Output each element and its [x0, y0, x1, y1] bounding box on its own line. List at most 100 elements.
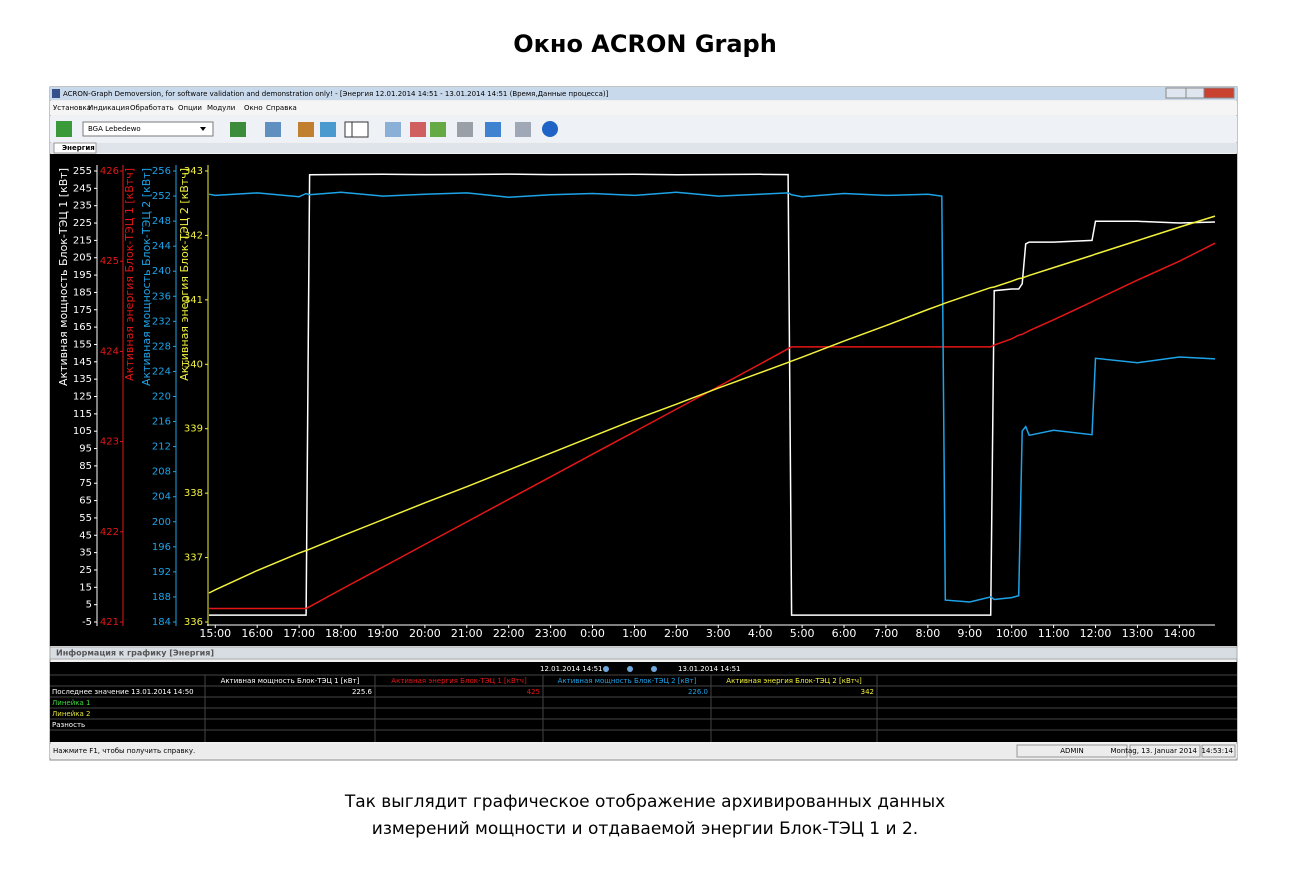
tool-icon[interactable]: [485, 122, 501, 137]
y-tick-label: -5: [82, 617, 92, 628]
tool-icon[interactable]: [515, 122, 531, 137]
y-tick-label: 155: [73, 339, 92, 350]
status-user: ADMIN: [1060, 747, 1084, 755]
axis-label: Активная мощность Блок-ТЭЦ 1 [кВт]: [57, 168, 70, 386]
y-tick-label: 244: [152, 241, 171, 252]
y-tick-label: 215: [73, 235, 92, 246]
y-tick-label: 165: [73, 322, 92, 333]
status-cell: [1129, 744, 1201, 758]
x-tick-label: 18:00: [325, 627, 357, 640]
x-tick-label: 3:00: [706, 627, 731, 640]
y-tick-label: 55: [79, 513, 92, 524]
y-tick-label: 200: [152, 517, 171, 528]
y-tick-label: 25: [79, 565, 92, 576]
y-tick-label: 35: [79, 548, 92, 559]
range-to: 13.01.2014 14:51: [678, 665, 740, 673]
row-label: Линейка 2: [52, 710, 90, 718]
series-line: [209, 242, 1216, 610]
x-tick-label: 23:00: [535, 627, 567, 640]
y-tick-label: 232: [152, 316, 171, 327]
tool-icon[interactable]: [298, 122, 314, 137]
y-tick-label: 45: [79, 530, 92, 541]
x-tick-label: 2:00: [664, 627, 689, 640]
tool-icon[interactable]: [385, 122, 401, 137]
maximize-button[interactable]: [1185, 87, 1205, 99]
y-tick-label: 342: [184, 230, 203, 241]
status-bar: [50, 744, 1237, 758]
caption: Так выглядит графическое отображение арх…: [344, 792, 945, 812]
tool-icon[interactable]: [265, 122, 281, 137]
axis-label: Активная энергия Блок-ТЭЦ 1 [кВтч]: [123, 168, 136, 381]
x-tick-label: 12:00: [1080, 627, 1112, 640]
tool-icon[interactable]: [430, 122, 446, 137]
y-tick-label: 422: [100, 527, 119, 538]
tool-icon[interactable]: [410, 122, 426, 137]
y-tick-label: 216: [152, 417, 171, 428]
project-dropdown[interactable]: [82, 121, 214, 137]
y-tick-label: 65: [79, 496, 92, 507]
nav-icon[interactable]: [651, 666, 657, 672]
tool-icon[interactable]: [351, 121, 369, 138]
title-bar: [50, 87, 1237, 100]
tool-icon[interactable]: [320, 122, 336, 137]
y-tick-label: 195: [73, 270, 92, 281]
minimize-button[interactable]: [1165, 87, 1187, 99]
y-tick-label: 105: [73, 426, 92, 437]
menu-item[interactable]: Окно: [244, 104, 263, 112]
tool-icon[interactable]: [542, 121, 558, 137]
row-label: Последнее значение 13.01.2014 14:50: [52, 688, 194, 696]
table-cell: 226.0: [688, 688, 708, 696]
x-tick-label: 7:00: [874, 627, 899, 640]
y-tick-label: 192: [152, 567, 171, 578]
x-tick-label: 22:00: [493, 627, 525, 640]
tool-icon[interactable]: [56, 121, 72, 137]
column-header: Активная мощность Блок-ТЭЦ 1 [кВт]: [221, 677, 360, 685]
y-tick-label: 338: [184, 488, 203, 499]
y-tick-label: 185: [73, 287, 92, 298]
x-tick-label: 14:00: [1164, 627, 1196, 640]
close-button[interactable]: [1203, 87, 1235, 99]
x-tick-label: 13:00: [1122, 627, 1154, 640]
status-cell: [1016, 744, 1128, 758]
nav-icon[interactable]: [603, 666, 609, 672]
tool-icon[interactable]: [230, 122, 246, 137]
axis-label: Активная мощность Блок-ТЭЦ 2 [кВт]: [140, 168, 153, 386]
status-cell: [1201, 744, 1236, 758]
range-from: 12.01.2014 14:51: [540, 665, 602, 673]
y-tick-label: 15: [79, 582, 92, 593]
y-tick-label: 240: [152, 266, 171, 277]
axis-label: Активная энергия Блок-ТЭЦ 2 [кВтч]: [178, 168, 191, 381]
caption: измерений мощности и отдаваемой энергии …: [372, 819, 918, 839]
menu-item[interactable]: Справка: [266, 104, 297, 112]
y-tick-label: 145: [73, 357, 92, 368]
menu-item[interactable]: Индикация: [88, 104, 129, 112]
nav-icon[interactable]: [627, 666, 633, 672]
y-tick-label: 135: [73, 374, 92, 385]
y-tick-label: 426: [100, 166, 119, 177]
y-tick-label: 256: [152, 166, 171, 177]
menu-item[interactable]: Модули: [207, 104, 235, 112]
y-tick-label: 224: [152, 366, 171, 377]
status-time: 14:53:14: [1202, 747, 1234, 755]
menu-item[interactable]: Установка: [53, 104, 91, 112]
page-title: Окно ACRON Graph: [513, 30, 777, 58]
y-tick-label: 220: [152, 392, 171, 403]
menu-item[interactable]: Обработать: [130, 104, 174, 112]
y-tick-label: 425: [100, 256, 119, 267]
menu-item[interactable]: Опции: [178, 104, 202, 112]
y-tick-label: 205: [73, 253, 92, 264]
y-tick-label: 341: [184, 295, 203, 306]
y-tick-label: 125: [73, 392, 92, 403]
status-date: Montag, 13. Januar 2014: [1111, 747, 1198, 755]
y-tick-label: 245: [73, 183, 92, 194]
y-tick-label: 337: [184, 553, 203, 564]
tool-icon[interactable]: [457, 122, 473, 137]
column-header: Активная мощность Блок-ТЭЦ 2 [кВт]: [558, 677, 697, 685]
series-line: [208, 191, 1216, 603]
y-tick-label: 208: [152, 467, 171, 478]
y-tick-label: 421: [100, 617, 119, 628]
chart: -5 5 15 25 35 45 55 65 75 85 95 105 115 125 135 145 155 1…: [57, 165, 1216, 640]
tab[interactable]: [53, 142, 97, 154]
x-tick-label: 16:00: [241, 627, 273, 640]
